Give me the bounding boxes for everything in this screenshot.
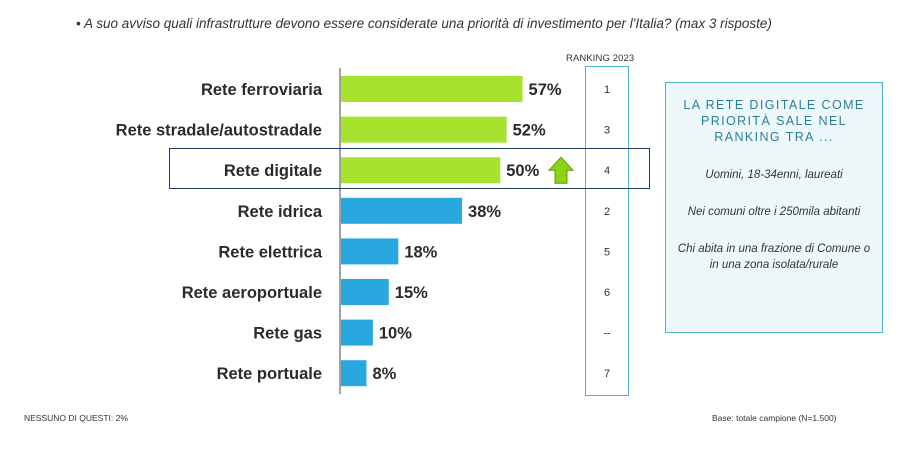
side-box-item: Nei comuni oltre i 250mila abitanti — [687, 206, 861, 218]
value-label: 18% — [404, 243, 437, 261]
ranking-value: 2 — [604, 206, 610, 218]
ranking-value: 1 — [604, 84, 610, 96]
category-label: Rete digitale — [224, 162, 322, 180]
ranking-value: -- — [603, 328, 611, 340]
value-label: 38% — [468, 203, 501, 221]
category-label: Rete idrica — [238, 203, 323, 221]
category-label: Rete portuale — [217, 365, 322, 383]
category-label: Rete stradale/autostradale — [116, 122, 322, 140]
up-arrow-icon — [547, 156, 575, 184]
value-label: 57% — [529, 81, 562, 99]
value-label: 52% — [513, 122, 546, 140]
footer-base: Base: totale campione (N=1.500) — [712, 413, 837, 423]
bar — [341, 238, 399, 265]
ranking-value: 6 — [604, 287, 610, 299]
value-label: 10% — [379, 325, 412, 343]
value-label: 50% — [506, 162, 539, 180]
value-label: 15% — [395, 284, 428, 302]
side-box-item: Chi abita in una frazione di Comune o in… — [677, 243, 871, 271]
bar — [341, 157, 501, 184]
side-box-title: LA RETE DIGITALE COME PRIORITÀ SALE NEL … — [683, 98, 865, 144]
ranking-header: RANKING 2023 — [566, 53, 635, 64]
category-label: Rete ferroviaria — [201, 81, 323, 99]
ranking-column — [585, 66, 629, 396]
survey-question: • A suo avviso quali infrastrutture devo… — [76, 16, 772, 31]
ranking-value: 7 — [604, 368, 610, 380]
ranking-value: 3 — [604, 125, 610, 137]
side-box-item: Uomini, 18-34enni, laureati — [705, 169, 843, 181]
bar — [341, 116, 507, 143]
bar — [341, 197, 463, 224]
side-box: LA RETE DIGITALE COME PRIORITÀ SALE NEL … — [665, 82, 883, 333]
bar — [341, 279, 389, 305]
category-label: Rete aeroportuale — [182, 284, 322, 302]
value-label: 8% — [372, 365, 396, 383]
bar — [341, 76, 523, 102]
highlight-box — [169, 148, 650, 189]
category-label: Rete elettrica — [218, 243, 322, 261]
ranking-value: 4 — [604, 165, 610, 177]
category-label: Rete gas — [253, 325, 322, 343]
bar — [341, 319, 373, 346]
bar — [341, 360, 367, 387]
ranking-value: 5 — [604, 246, 610, 258]
footer-note: NESSUNO DI QUESTI: 2% — [24, 413, 128, 423]
